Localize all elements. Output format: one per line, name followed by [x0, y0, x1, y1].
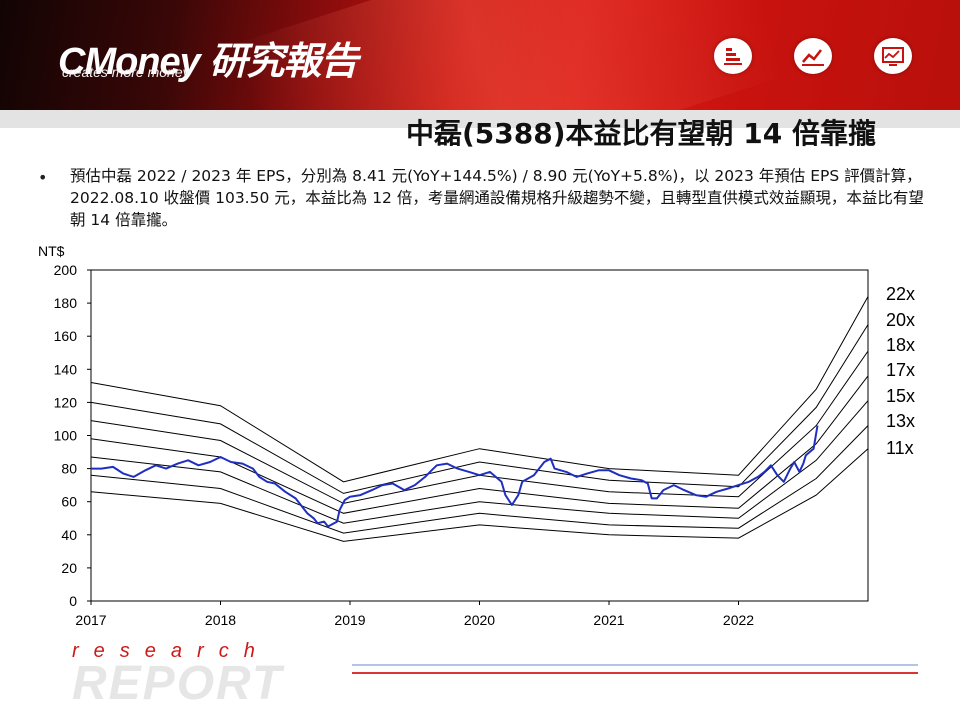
y-tick-label: 140 — [54, 361, 78, 377]
x-tick-label: 2020 — [464, 612, 495, 628]
y-tick-label: 80 — [61, 461, 77, 477]
band-label: 11x — [886, 438, 914, 458]
bullet-text: 預估中磊 2022 / 2023 年 EPS，分別為 8.41 元(YoY+14… — [70, 167, 924, 229]
title-bar: 中磊(5388)本益比有望朝 14 倍靠攏 — [370, 110, 960, 156]
x-tick-label: 2017 — [75, 612, 106, 628]
monitor-chart-icon[interactable] — [874, 38, 912, 74]
y-tick-label: 160 — [54, 328, 78, 344]
band-label: 13x — [886, 411, 915, 431]
y-axis-label: NT$ — [38, 243, 65, 259]
band-label: 22x — [886, 284, 915, 304]
plot-frame — [90, 269, 869, 602]
pe-band-line — [90, 400, 869, 524]
pe-band-line — [90, 425, 869, 534]
pe-band-line — [90, 324, 869, 494]
band-label: 15x — [886, 386, 915, 406]
pe-band-line — [90, 448, 869, 542]
page-title: 中磊(5388)本益比有望朝 14 倍靠攏 — [406, 117, 876, 150]
y-tick-label: 200 — [54, 262, 78, 278]
x-tick-label: 2019 — [334, 612, 365, 628]
y-tick-label: 180 — [54, 295, 78, 311]
band-label: 20x — [886, 310, 915, 330]
header-banner: CMoney 研究報告 creates more money — [0, 0, 960, 128]
banner-bottom-strip — [0, 110, 960, 128]
y-tick-label: 0 — [69, 593, 77, 609]
price-line — [91, 425, 819, 528]
logo-text: CMoney 研究報告 — [58, 41, 358, 83]
pe-band-chart: 0 20 40 60 80 100 120 140 160 180 200 2017 2018 2019 2… — [38, 243, 915, 628]
y-tick-label: 20 — [61, 560, 77, 576]
footer-divider-red — [352, 672, 918, 674]
x-tick-label: 2018 — [205, 612, 236, 628]
pe-band-line — [90, 350, 869, 504]
pe-band-line — [90, 296, 869, 483]
y-tick-label: 40 — [61, 527, 77, 543]
band-label: 18x — [886, 335, 915, 355]
y-tick-label: 120 — [54, 394, 78, 410]
y-tick-label: 100 — [54, 428, 78, 444]
bullet-marker: • — [38, 168, 48, 187]
footer-divider-blue — [352, 664, 918, 666]
y-tick-label: 60 — [61, 494, 77, 510]
footer-report-text: REPORT — [72, 657, 284, 710]
band-label: 17x — [886, 360, 915, 380]
x-tick-label: 2021 — [593, 612, 624, 628]
x-tick-label: 2022 — [723, 612, 754, 628]
list-chart-icon[interactable] — [714, 38, 752, 74]
pe-band-line — [90, 375, 869, 514]
logo-tagline: creates more money — [62, 64, 190, 80]
line-chart-icon[interactable] — [794, 38, 832, 74]
footer-research-text: research — [72, 640, 270, 662]
